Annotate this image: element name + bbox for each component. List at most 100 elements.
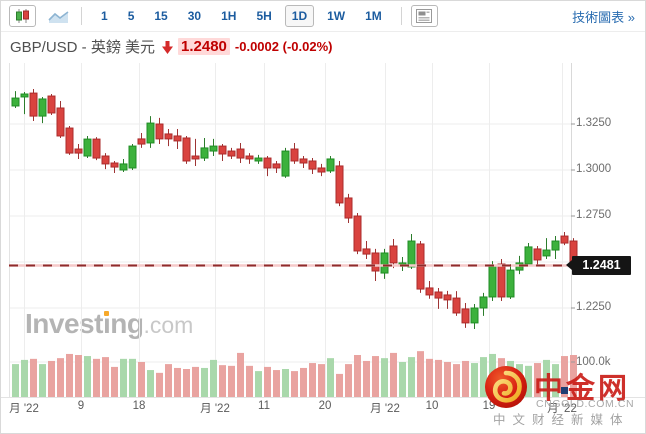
volume-bar	[201, 367, 208, 397]
timeframe-1h[interactable]: 1H	[214, 5, 243, 27]
timeframe-5[interactable]: 5	[121, 5, 142, 27]
candle-body	[326, 158, 335, 172]
x-axis-label: 11	[258, 400, 270, 412]
candle-body	[191, 155, 200, 160]
candle-body	[20, 93, 29, 98]
volume-bar	[147, 370, 154, 397]
y-axis-label: 1.2750	[576, 209, 612, 221]
y-axis-label: 1.2250	[576, 301, 612, 313]
volume-bar	[192, 366, 199, 397]
volume-bar	[390, 352, 397, 397]
candle-body	[425, 287, 434, 296]
candle-body	[137, 138, 146, 145]
timeframe-1[interactable]: 1	[94, 5, 115, 27]
candle-body	[470, 307, 479, 324]
candle-body	[371, 252, 380, 272]
volume-bar	[309, 363, 316, 397]
candle-body	[110, 162, 119, 168]
volume-bar	[435, 359, 442, 397]
candle-body	[308, 160, 317, 170]
volume-bar	[183, 369, 190, 397]
volume-bar	[372, 356, 379, 397]
volume-bar	[57, 358, 64, 397]
x-axis-label: 20	[318, 400, 332, 412]
technical-chart-link[interactable]: 技術圖表 »	[572, 9, 635, 25]
timeframe-1w[interactable]: 1W	[320, 5, 352, 27]
volume-bar	[75, 355, 82, 397]
candle-body	[47, 95, 56, 114]
candle-body	[227, 150, 236, 157]
volume-bar	[534, 363, 541, 397]
volume-bar	[570, 355, 577, 397]
candlestick-chart-type-button[interactable]	[9, 5, 36, 27]
y-axis-label: 1.3250	[576, 117, 612, 129]
down-arrow-icon	[162, 41, 174, 54]
x-axis-label: 19	[482, 400, 496, 412]
volume-bar	[39, 364, 46, 397]
symbol-title: GBP/USD - 英鎊 美元	[10, 39, 156, 56]
timeframe-1m[interactable]: 1M	[358, 5, 389, 27]
toolbar-separator	[81, 7, 82, 25]
volume-bar	[543, 359, 550, 397]
x-axis-label: 月 '22	[200, 403, 230, 415]
cngold-circle-icon	[485, 366, 527, 408]
candle-body	[299, 158, 308, 164]
news-panel-button[interactable]	[410, 5, 438, 27]
candle-body	[245, 155, 254, 160]
timeframe-5h[interactable]: 5H	[249, 5, 278, 27]
candlestick-icon	[15, 9, 29, 23]
volume-bar	[291, 371, 298, 397]
volume-bar	[399, 362, 406, 397]
line-chart-type-button[interactable]	[45, 5, 72, 27]
volume-bar	[525, 365, 532, 397]
candle-body	[272, 163, 281, 169]
volume-bar	[471, 363, 478, 397]
volume-bar	[282, 369, 289, 397]
x-axis-label: 18	[132, 400, 146, 412]
volume-bar	[138, 362, 145, 397]
toolbar-separator	[400, 7, 402, 25]
candle-body	[461, 308, 470, 324]
candle-body	[119, 163, 128, 171]
candle-body	[434, 291, 443, 299]
cngold-title: 中金网	[534, 373, 631, 405]
volume-bar	[219, 365, 226, 397]
candle-body	[263, 157, 272, 169]
y-axis-label: 1.3000	[576, 163, 612, 175]
candle-body	[560, 235, 569, 244]
candle-body	[200, 147, 209, 159]
timeframe-group: 1 5 15 30 1H 5H 1D 1W 1M	[91, 5, 392, 27]
volume-bar	[462, 360, 469, 397]
volume-bar	[354, 355, 361, 397]
volume-bar	[426, 358, 433, 397]
title-bar: GBP/USD - 英鎊 美元 1.2480 -0.0002 (-0.02%)	[1, 32, 645, 61]
candle-body	[29, 92, 38, 117]
timeframe-30[interactable]: 30	[181, 5, 208, 27]
volume-bar	[561, 356, 568, 397]
volume-bar	[12, 364, 19, 397]
volume-bar	[264, 366, 271, 397]
volume-bar	[120, 358, 127, 397]
candle-body	[542, 249, 551, 257]
x-axis-label: 10	[425, 400, 439, 412]
volume-bar	[246, 365, 253, 397]
volume-bar	[210, 359, 217, 397]
volume-bar	[300, 367, 307, 397]
candle-body	[11, 97, 20, 107]
timeframe-15[interactable]: 15	[147, 5, 174, 27]
x-axis-label: 9	[77, 400, 85, 412]
volume-bar	[273, 370, 280, 397]
investing-watermark: Investıng.com	[25, 308, 194, 339]
candle-body	[362, 248, 371, 255]
candle-body	[236, 148, 245, 159]
cngold-blue-dot	[561, 387, 568, 394]
candle-body	[443, 294, 452, 301]
candle-body	[74, 148, 83, 154]
timeframe-1d[interactable]: 1D	[284, 5, 315, 27]
candle-body	[344, 197, 353, 219]
candle-body	[506, 269, 515, 298]
price-change: -0.0002 (-0.02%)	[234, 39, 333, 54]
volume-bar	[327, 358, 334, 397]
